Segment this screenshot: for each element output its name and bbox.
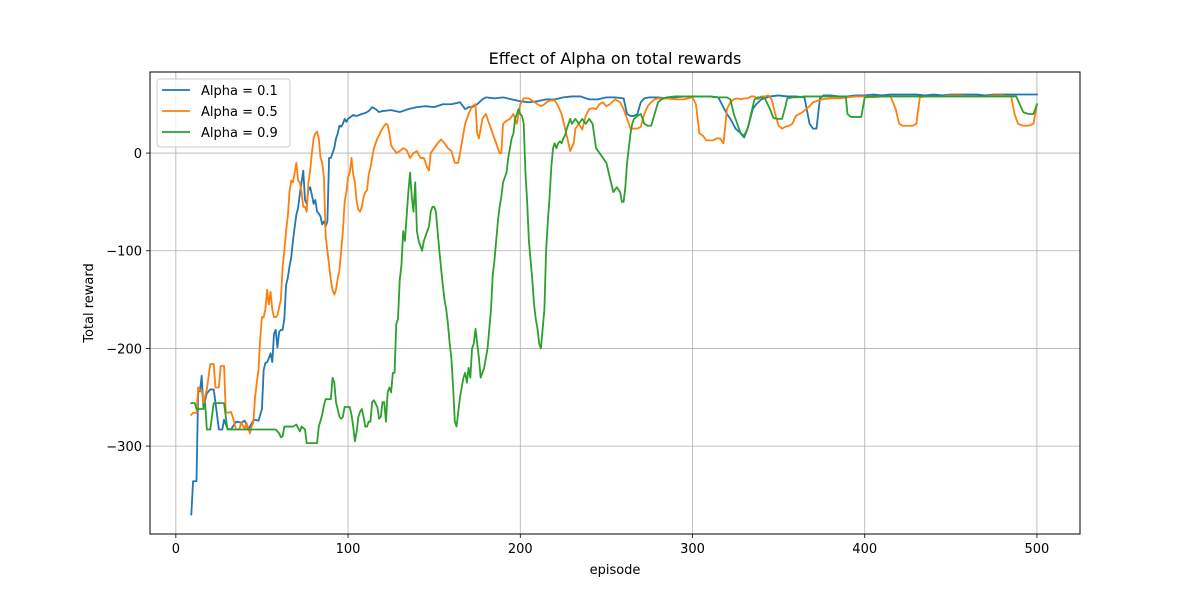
series-line-3 <box>190 95 1039 445</box>
y-tick-label: −100 <box>106 245 142 260</box>
y-tick-label: −200 <box>106 342 142 357</box>
plot-frame <box>149 71 1081 535</box>
x-tick-label: 100 <box>336 542 361 557</box>
x-tick-label: 0 <box>172 542 180 557</box>
x-tick-label: 500 <box>1025 542 1050 557</box>
y-tick-label: 0 <box>134 147 142 162</box>
series-line-2 <box>190 94 1038 435</box>
x-tick-label: 200 <box>508 542 533 557</box>
grid-lines <box>150 72 1080 534</box>
legend-label-3: Alpha = 0.9 <box>201 126 278 141</box>
series-line-1 <box>190 93 1038 516</box>
y-tick-label: −300 <box>106 440 142 455</box>
x-tick-label: 400 <box>852 542 877 557</box>
y-axis-label: Total reward <box>82 263 97 344</box>
legend-label-2: Alpha = 0.5 <box>201 105 278 120</box>
x-tick-label: 300 <box>680 542 705 557</box>
chart-title: Effect of Alpha on total rewards <box>489 49 742 68</box>
legend-label-1: Alpha = 0.1 <box>201 84 278 99</box>
axis-ticks: 0 100 200 300 400 500 −300 −200 −100 0 <box>106 147 1049 557</box>
legend-box <box>156 78 291 148</box>
legend: Alpha = 0.1 Alpha = 0.5 Alpha = 0.9 <box>156 78 291 148</box>
series-lines <box>190 93 1039 516</box>
x-axis-label: episode <box>590 563 641 578</box>
